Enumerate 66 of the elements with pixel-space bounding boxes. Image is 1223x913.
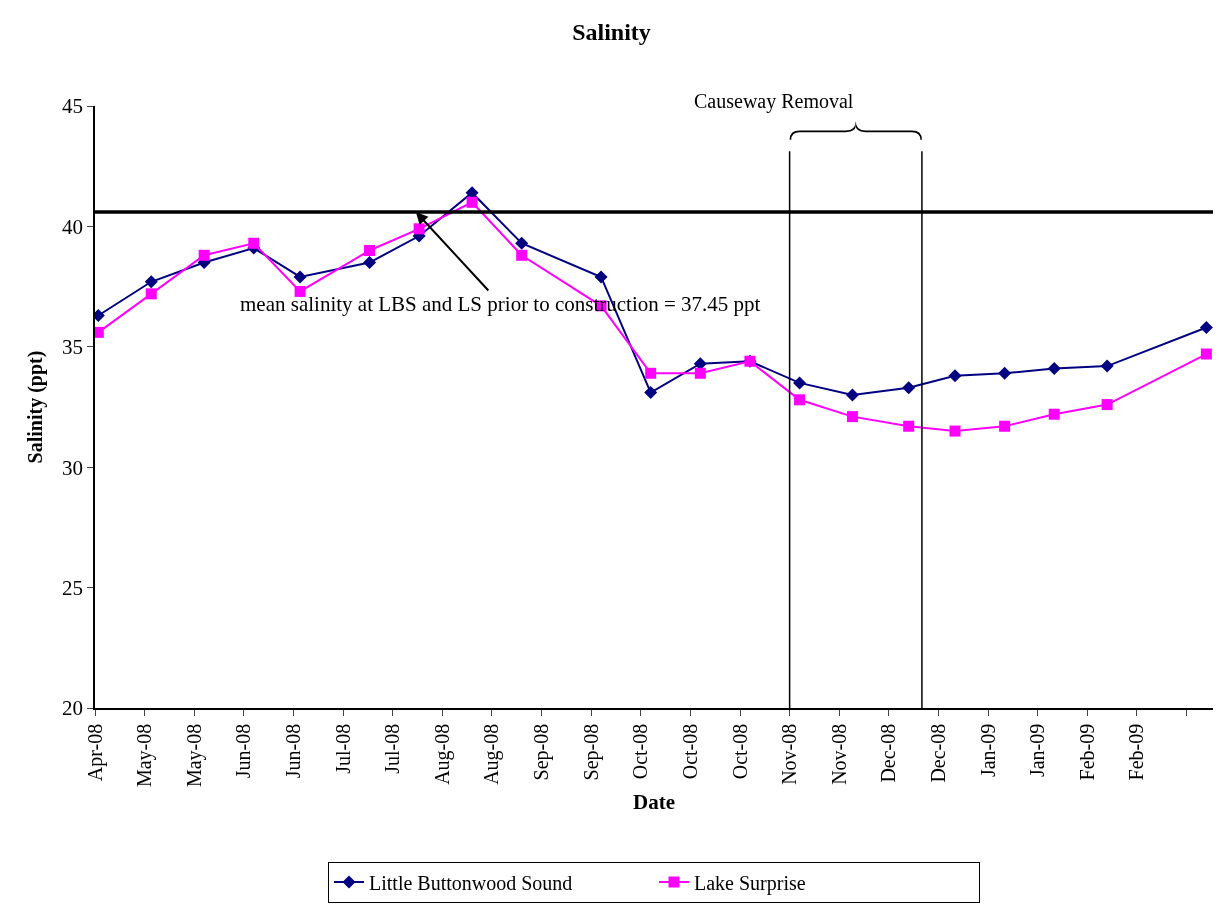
legend-label: Little Buttonwood Sound xyxy=(369,871,573,894)
point xyxy=(1199,321,1213,335)
x-axis-title: Date xyxy=(633,789,675,814)
x-tick-label: Aug-08 xyxy=(480,723,504,785)
point xyxy=(294,285,306,297)
point xyxy=(1047,361,1061,375)
x-tick-label: Feb-09 xyxy=(1075,723,1098,781)
point xyxy=(644,386,658,400)
x-tick-label: May-08 xyxy=(133,723,157,788)
point xyxy=(949,425,961,437)
point xyxy=(515,236,529,250)
x-tick-label: Feb-09 xyxy=(1125,723,1148,781)
y-tick-label: 25 xyxy=(62,575,84,600)
point xyxy=(902,381,916,395)
x-tick-label: Jul-08 xyxy=(331,723,354,774)
x-tick-label: Dec-08 xyxy=(926,723,949,783)
point xyxy=(999,420,1011,432)
x-tick-label: Dec-08 xyxy=(877,723,900,783)
x-tick-label: Nov-08 xyxy=(778,723,801,785)
point xyxy=(1101,399,1113,411)
x-tick-label: Apr-08 xyxy=(83,723,107,782)
y-tick-label: 35 xyxy=(62,335,84,360)
point xyxy=(145,288,157,300)
point xyxy=(1100,359,1114,373)
x-tick-label: Jan-09 xyxy=(1026,723,1049,778)
point xyxy=(516,249,528,261)
y-axis-title: Salinity (ppt) xyxy=(24,350,48,464)
y-tick-label: 20 xyxy=(62,696,84,721)
point xyxy=(694,367,706,379)
x-tick-label: Oct-08 xyxy=(728,723,751,780)
x-tick-label: Jul-08 xyxy=(381,723,404,774)
point xyxy=(413,223,425,235)
point xyxy=(248,237,260,249)
point xyxy=(645,367,657,379)
point xyxy=(198,249,210,261)
point xyxy=(1200,348,1212,360)
x-tick-label: Sep-08 xyxy=(530,723,554,781)
point xyxy=(293,270,307,284)
x-tick-label: Oct-08 xyxy=(629,723,652,780)
x-tick-label: Nov-08 xyxy=(827,723,850,785)
x-tick-label: May-08 xyxy=(182,723,206,788)
point xyxy=(466,196,478,208)
y-tick-label: 40 xyxy=(62,214,84,239)
x-tick-label: Aug-08 xyxy=(430,723,454,785)
annotation: Causeway Removal xyxy=(694,90,854,113)
point xyxy=(794,394,806,406)
point xyxy=(364,244,376,256)
y-tick-label: 45 xyxy=(62,94,84,119)
point xyxy=(948,369,962,383)
point xyxy=(144,275,158,289)
point xyxy=(846,411,858,423)
x-tick-label: Jun-08 xyxy=(281,723,304,779)
point xyxy=(845,388,859,402)
y-tick-label: 30 xyxy=(62,455,84,480)
chart-title: Salinity xyxy=(572,18,651,45)
x-tick-label: Oct-08 xyxy=(678,723,701,780)
x-tick-label: Sep-08 xyxy=(579,723,603,781)
point xyxy=(903,420,915,432)
point xyxy=(1048,408,1060,420)
x-tick-label: Jun-08 xyxy=(232,723,255,779)
point xyxy=(594,270,608,284)
x-tick-label: Jan-09 xyxy=(976,723,999,778)
point xyxy=(998,366,1012,380)
point xyxy=(363,256,377,270)
legend-label: Lake Surprise xyxy=(694,871,806,895)
point xyxy=(793,376,807,390)
